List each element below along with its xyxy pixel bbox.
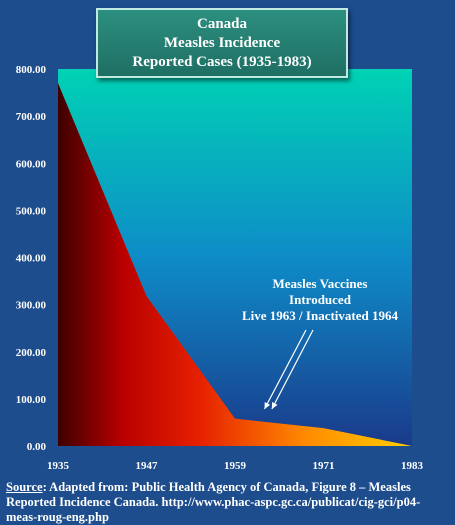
annotation-line: Live 1963 / Inactivated 1964	[242, 308, 398, 323]
y-tick-label: 300.00	[16, 300, 47, 312]
source-label: Source	[6, 480, 43, 494]
x-tick-label: 1959	[224, 460, 247, 472]
x-tick-label: 1983	[401, 460, 424, 472]
annotation-line: Measles Vaccines	[272, 276, 368, 291]
title-line: Canada	[196, 15, 248, 32]
x-tick-label: 1971	[313, 460, 335, 472]
source-note: Source: Adapted from: Public Health Agen…	[0, 478, 455, 524]
source-text: : Adapted from: Public Health Agency of …	[6, 480, 421, 524]
y-tick-label: 0.00	[27, 441, 47, 453]
y-tick-label: 700.00	[16, 111, 47, 123]
y-tick-label: 200.00	[16, 347, 47, 359]
measles-area	[58, 83, 412, 446]
x-tick-label: 1935	[47, 460, 70, 472]
y-tick-label: 800.00	[16, 64, 47, 76]
annotation-arrow	[271, 329, 314, 410]
title-line: Reported Cases (1935-1983)	[132, 53, 312, 70]
y-tick-label: 600.00	[16, 158, 47, 170]
annotation-arrow	[263, 329, 307, 410]
annotation-line: Introduced	[289, 292, 351, 307]
annotation-arrowhead	[271, 402, 278, 409]
title-line: Measles Incidence	[163, 34, 281, 51]
y-tick-label: 100.00	[16, 394, 47, 406]
x-tick-label: 1947	[136, 460, 159, 472]
chart: 0.00 100.00 200.00 300.00 400.00 500.00 600.00…	[0, 8, 455, 524]
vaccine-annotation: Measles Vaccines Introduced Live 1963 / …	[220, 276, 420, 324]
chart-title: Canada Measles Incidence Reported Cases …	[96, 8, 348, 78]
y-tick-label: 500.00	[16, 205, 47, 217]
annotation-arrowhead	[264, 402, 271, 409]
chart-canvas: 0.00 100.00 200.00 300.00 400.00 500.00 600.00…	[15, 64, 424, 472]
y-tick-label: 400.00	[16, 253, 47, 265]
